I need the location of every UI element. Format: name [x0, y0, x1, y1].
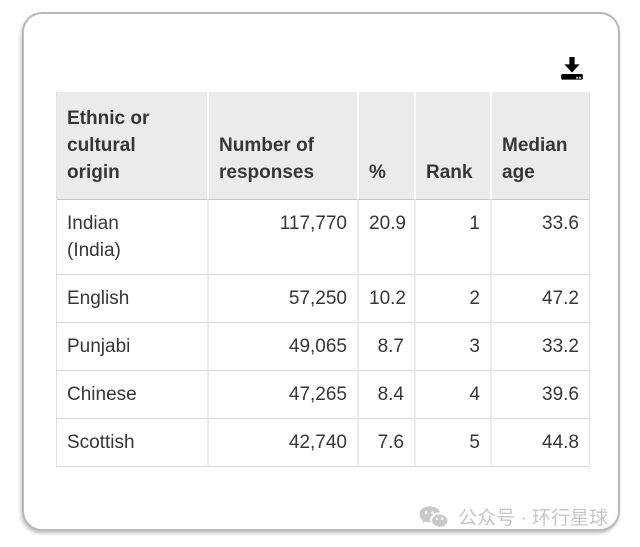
cell-median-age: 44.8: [490, 419, 589, 467]
cell-origin: Chinese: [57, 371, 207, 419]
table-row: Scottish 42,740 7.6 5 44.8: [57, 419, 589, 467]
cell-percent: 10.2: [357, 275, 414, 323]
cell-percent: 20.9: [357, 200, 414, 275]
cell-responses: 57,250: [207, 275, 357, 323]
table-row: Indian (India) 117,770 20.9 1 33.6: [57, 200, 589, 275]
header-row: Ethnic or cultural origin Number of resp…: [57, 92, 589, 200]
cell-origin: Indian (India): [57, 200, 207, 275]
watermark: 公众号 · 环行星球: [418, 505, 608, 531]
cell-percent: 7.6: [357, 419, 414, 467]
col-header-percent: %: [357, 92, 414, 200]
cell-origin: English: [57, 275, 207, 323]
watermark-text: 公众号 · 环行星球: [458, 507, 608, 529]
col-header-origin: Ethnic or cultural origin: [57, 92, 207, 200]
download-button[interactable]: [558, 54, 586, 82]
cell-rank: 4: [414, 371, 490, 419]
cell-origin: Scottish: [57, 419, 207, 467]
table-row: English 57,250 10.2 2 47.2: [57, 275, 589, 323]
col-header-rank: Rank: [414, 92, 490, 200]
cell-responses: 117,770: [207, 200, 357, 275]
cell-percent: 8.7: [357, 323, 414, 371]
data-table: Ethnic or cultural origin Number of resp…: [56, 92, 590, 467]
cell-responses: 42,740: [207, 419, 357, 467]
cell-responses: 47,265: [207, 371, 357, 419]
download-icon: [558, 54, 586, 82]
cell-median-age: 33.6: [490, 200, 589, 275]
cell-median-age: 33.2: [490, 323, 589, 371]
cell-rank: 5: [414, 419, 490, 467]
cell-median-age: 47.2: [490, 275, 589, 323]
table-card: Ethnic or cultural origin Number of resp…: [22, 12, 620, 531]
cell-rank: 2: [414, 275, 490, 323]
col-header-responses: Number of responses: [207, 92, 357, 200]
cell-percent: 8.4: [357, 371, 414, 419]
cell-rank: 3: [414, 323, 490, 371]
cell-responses: 49,065: [207, 323, 357, 371]
col-header-median-age: Median age: [490, 92, 589, 200]
cell-rank: 1: [414, 200, 490, 275]
cell-origin: Punjabi: [57, 323, 207, 371]
table-row: Punjabi 49,065 8.7 3 33.2: [57, 323, 589, 371]
cell-median-age: 39.6: [490, 371, 589, 419]
table-row: Chinese 47,265 8.4 4 39.6: [57, 371, 589, 419]
wechat-icon: [418, 505, 449, 531]
